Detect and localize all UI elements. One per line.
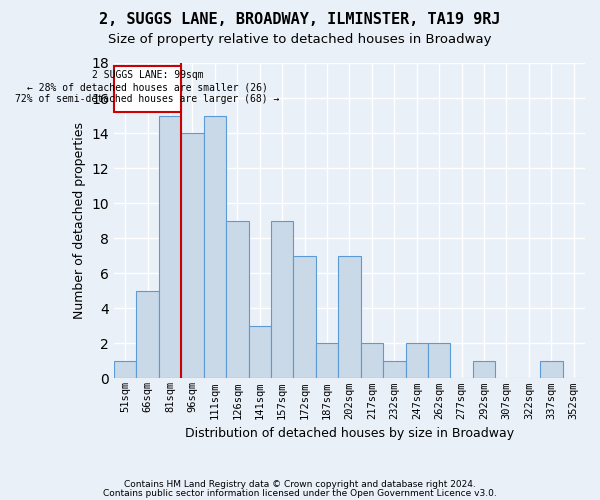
- Text: Size of property relative to detached houses in Broadway: Size of property relative to detached ho…: [108, 32, 492, 46]
- Text: 2 SUGGS LANE: 99sqm: 2 SUGGS LANE: 99sqm: [92, 70, 203, 80]
- Bar: [428, 344, 451, 378]
- Bar: [293, 256, 316, 378]
- Bar: [316, 344, 338, 378]
- Bar: [114, 361, 136, 378]
- Text: 72% of semi-detached houses are larger (68) →: 72% of semi-detached houses are larger (…: [16, 94, 280, 104]
- Bar: [338, 256, 361, 378]
- Bar: [361, 344, 383, 378]
- FancyBboxPatch shape: [114, 66, 181, 112]
- Bar: [203, 116, 226, 378]
- Bar: [136, 291, 159, 378]
- Bar: [473, 361, 495, 378]
- X-axis label: Distribution of detached houses by size in Broadway: Distribution of detached houses by size …: [185, 427, 514, 440]
- Text: 2, SUGGS LANE, BROADWAY, ILMINSTER, TA19 9RJ: 2, SUGGS LANE, BROADWAY, ILMINSTER, TA19…: [99, 12, 501, 28]
- Text: Contains public sector information licensed under the Open Government Licence v3: Contains public sector information licen…: [103, 490, 497, 498]
- Bar: [383, 361, 406, 378]
- Text: Contains HM Land Registry data © Crown copyright and database right 2024.: Contains HM Land Registry data © Crown c…: [124, 480, 476, 489]
- Y-axis label: Number of detached properties: Number of detached properties: [73, 122, 86, 319]
- Bar: [248, 326, 271, 378]
- Bar: [159, 116, 181, 378]
- Bar: [271, 220, 293, 378]
- Bar: [226, 220, 248, 378]
- Bar: [181, 133, 203, 378]
- Bar: [540, 361, 563, 378]
- Bar: [406, 344, 428, 378]
- Text: ← 28% of detached houses are smaller (26): ← 28% of detached houses are smaller (26…: [27, 82, 268, 92]
